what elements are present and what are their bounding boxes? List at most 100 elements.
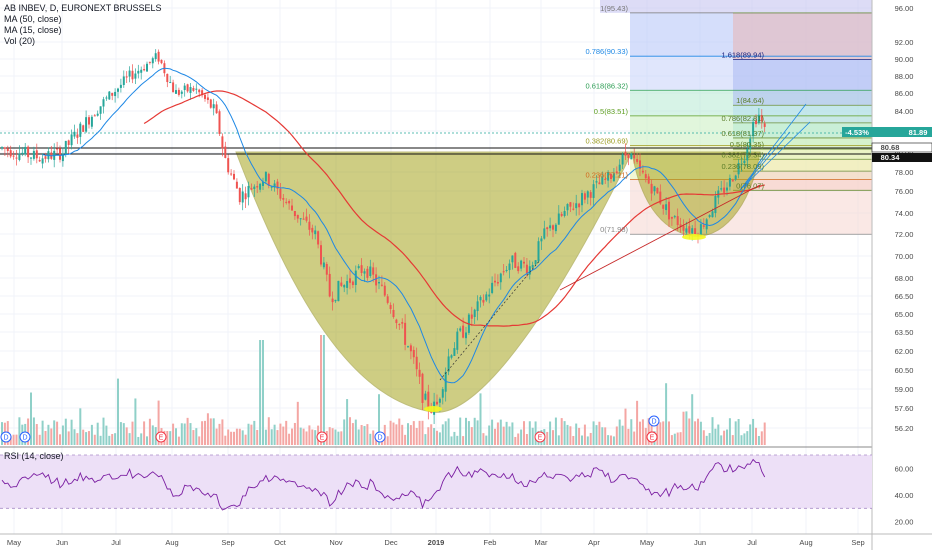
volume-bar [253, 420, 256, 445]
volume-bar [624, 408, 627, 445]
rsi-pane[interactable]: 60.00 40.00 20.00 [0, 454, 913, 527]
candle [270, 186, 273, 188]
change-pct-label: -4.53% [845, 128, 869, 137]
event-marker[interactable] [155, 431, 167, 443]
volume-bar [641, 419, 644, 445]
candle [505, 269, 508, 271]
volume-bar [424, 434, 427, 445]
candle [349, 278, 351, 283]
event-marker[interactable] [646, 431, 658, 443]
price-tick: 74.00 [895, 209, 914, 218]
candle [546, 227, 549, 230]
time-axis[interactable]: May Jun Jul Aug Sep Oct Nov Dec 2019 Feb Mar Apr May… [7, 538, 865, 547]
price-axis[interactable]: 96.0092.0090.0088.0086.0084.0082.0080.00… [842, 4, 932, 433]
candle [491, 282, 494, 293]
legend-ma15[interactable]: MA (15, close) [4, 25, 62, 35]
volume-bar [737, 419, 740, 445]
volume-bar [334, 429, 337, 445]
event-marker-label: D [651, 419, 656, 426]
candle [607, 171, 610, 181]
price-tick: 59.00 [895, 385, 914, 394]
legend-ma50[interactable]: MA (50, close) [4, 14, 62, 24]
volume-bar [711, 417, 714, 445]
event-marker[interactable] [648, 415, 660, 427]
rsi-legend[interactable]: RSI (14, close) [4, 451, 64, 461]
volume-bar [404, 434, 407, 445]
candle [221, 136, 224, 149]
volume-bar [743, 433, 746, 445]
candle [534, 260, 537, 265]
volume-bar [673, 433, 676, 445]
candle [398, 324, 401, 326]
cup-bottom-highlight [424, 406, 442, 412]
event-marker[interactable] [19, 431, 31, 443]
level-a-label: 80.68 [881, 143, 900, 152]
candle [30, 157, 32, 159]
candle [351, 281, 354, 286]
volume-bar [499, 419, 502, 445]
candle [517, 266, 520, 272]
candle [1, 147, 3, 149]
candle [201, 90, 204, 96]
volume-bar [53, 420, 56, 445]
volume-bar [456, 435, 459, 445]
volume-bar [183, 423, 186, 445]
volume-bar [76, 433, 79, 445]
candle [334, 299, 337, 302]
fib-ext-label: 1.618(89.94) [721, 51, 764, 60]
volume-bar [88, 431, 90, 445]
candle [726, 187, 728, 191]
candle [279, 188, 282, 199]
candle [749, 138, 752, 149]
fib-label: 0.786(90.33) [585, 47, 628, 56]
candle [479, 297, 482, 301]
candle [404, 322, 407, 345]
symbol-title[interactable]: AB INBEV, D, EURONEXT BRUSSELS [4, 3, 162, 13]
candle [273, 183, 276, 188]
volume-bar [128, 433, 131, 445]
volume-bar [676, 432, 679, 445]
volume-bar [662, 421, 665, 445]
candle [18, 153, 21, 160]
volume-bar [122, 423, 125, 445]
event-marker[interactable] [534, 431, 546, 443]
volume-bar [198, 436, 201, 445]
volume-bar [494, 428, 496, 445]
candle [644, 174, 647, 179]
candle [38, 160, 41, 162]
event-marker[interactable] [374, 431, 386, 443]
volume-bar [462, 436, 465, 445]
fib-label: 0(71.98) [600, 225, 628, 234]
volume-bar [665, 383, 668, 445]
volume-bar [140, 433, 143, 445]
price-tick: 90.00 [895, 55, 914, 64]
candle [610, 173, 612, 180]
volume-bar [15, 434, 18, 445]
event-marker[interactable] [0, 431, 12, 443]
candle [531, 264, 534, 268]
volume-bar [125, 427, 128, 445]
candle [166, 73, 169, 83]
event-marker-label: E [320, 435, 325, 442]
fib-ext-label: 0(76.07) [736, 181, 764, 190]
candle [670, 216, 673, 219]
candle [380, 284, 383, 286]
volume-bar [453, 431, 456, 445]
volume-bar [221, 419, 224, 445]
event-markers[interactable]: DDEEDEEDE [0, 415, 660, 443]
legend-volume[interactable]: Vol (20) [4, 36, 36, 46]
candle [688, 226, 691, 233]
volume-bar [119, 422, 122, 445]
event-marker[interactable] [316, 431, 328, 443]
fib-ext-label: 0.786(82.81) [721, 114, 764, 123]
volume-bar [656, 419, 659, 445]
volume-bar [578, 427, 581, 445]
volume-bar [105, 425, 108, 445]
volume-bar [349, 417, 351, 445]
volume-bar [531, 427, 534, 445]
candle [407, 346, 409, 348]
volume-bar [79, 408, 82, 445]
candle [627, 153, 630, 159]
volume-bar [549, 421, 552, 445]
